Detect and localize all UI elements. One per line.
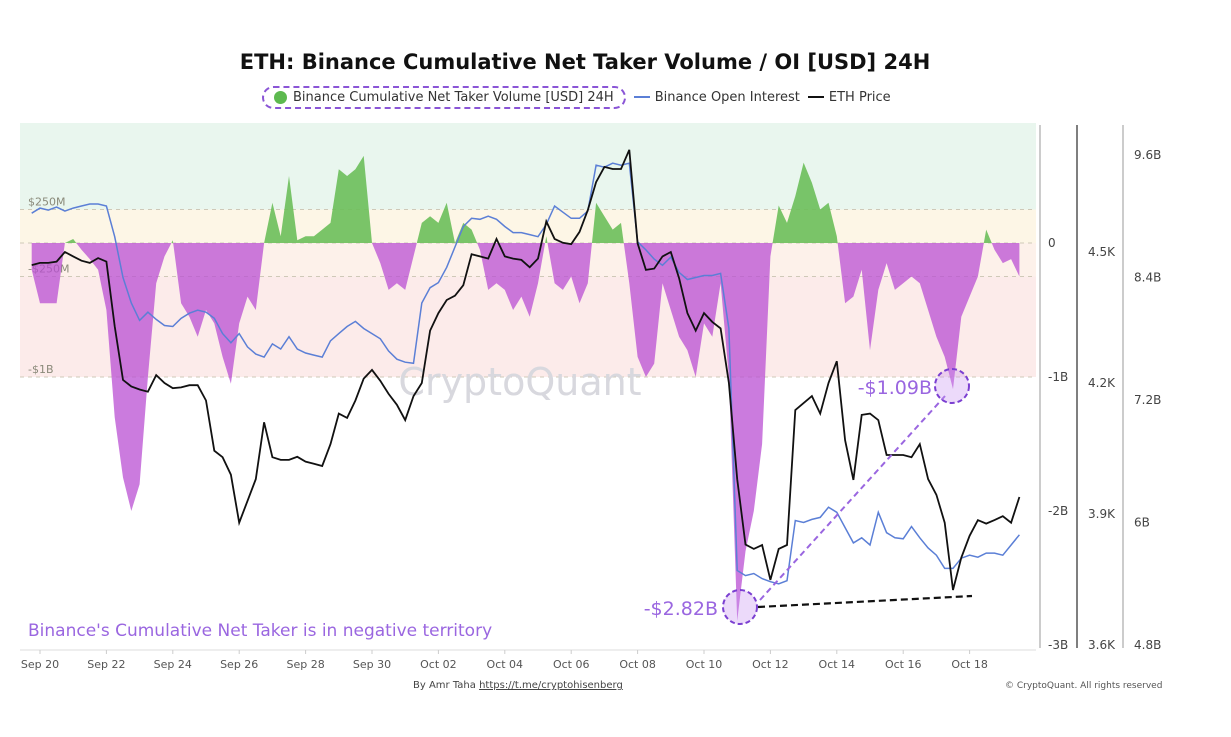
open-interest-line [31, 162, 1020, 585]
band-label: -$1B [28, 363, 54, 376]
legend-item-open-interest[interactable]: Binance Open Interest [633, 89, 800, 105]
recent-low-marker-circle [934, 368, 970, 404]
eth-price-tick-label: 3.6K [1088, 638, 1116, 652]
author-credit: By Amr Taha https://t.me/cryptohisenberg [413, 680, 623, 691]
band-label: $250M [28, 196, 66, 209]
eth-price-tick-label: 4.2K [1088, 376, 1116, 390]
legend-item-net-taker[interactable]: Binance Cumulative Net Taker Volume [USD… [262, 85, 626, 109]
open-interest-tick-label: 4.8B [1134, 638, 1161, 652]
x-tick-label: Sep 28 [286, 658, 324, 671]
x-tick-label: Oct 04 [487, 658, 524, 671]
x-tick-label: Sep 26 [220, 658, 258, 671]
low-label: -$2.82B [644, 598, 718, 620]
legend: Binance Cumulative Net Taker Volume [USD… [262, 84, 891, 110]
support-line-price [757, 594, 973, 609]
net-taker-tick-label: -2B [1048, 504, 1068, 518]
author-name: By Amr Taha [413, 680, 476, 691]
net-taker-negative-area [31, 243, 1020, 621]
x-tick-label: Oct 02 [420, 658, 457, 671]
x-tick-label: Oct 10 [686, 658, 723, 671]
low-marker-circle [722, 589, 758, 625]
x-tick-label: Oct 18 [951, 658, 988, 671]
legend-label: ETH Price [828, 89, 891, 105]
legend-line-icon [633, 96, 650, 98]
eth-price-tick-label: 4.5K [1088, 245, 1116, 259]
x-tick-label: Oct 14 [819, 658, 856, 671]
eth-price-tick-label: 3.9K [1088, 507, 1116, 521]
open-interest-tick-label: 9.6B [1134, 148, 1161, 162]
recent-low-label: -$1.09B [858, 377, 932, 399]
caption: Binance's Cumulative Net Taker is in neg… [28, 621, 492, 641]
legend-dot-icon [274, 90, 287, 104]
x-tick-label: Oct 16 [885, 658, 922, 671]
author-link[interactable]: https://t.me/cryptohisenberg [479, 680, 623, 691]
x-tick-label: Sep 22 [87, 658, 125, 671]
x-tick-label: Sep 24 [154, 658, 192, 671]
open-interest-tick-label: 8.4B [1134, 271, 1161, 285]
x-tick-label: Oct 08 [619, 658, 656, 671]
chart-title: ETH: Binance Cumulative Net Taker Volume… [239, 50, 931, 74]
x-tick-label: Oct 12 [752, 658, 789, 671]
band-region [20, 209, 1036, 243]
open-interest-tick-label: 6B [1134, 516, 1150, 530]
net-taker-tick-label: 0 [1048, 236, 1056, 250]
x-tick-label: Sep 20 [21, 658, 59, 671]
trend-line-higher-lows [759, 395, 946, 601]
net-taker-tick-label: -1B [1048, 370, 1068, 384]
legend-item-eth-price[interactable]: ETH Price [807, 89, 891, 105]
legend-label: Binance Cumulative Net Taker Volume [USD… [293, 89, 614, 105]
open-interest-tick-label: 7.2B [1134, 393, 1161, 407]
x-tick-label: Oct 06 [553, 658, 590, 671]
eth-price-line [31, 149, 1021, 591]
legend-label: Binance Open Interest [654, 89, 800, 105]
watermark: CryptoQuant [398, 360, 641, 404]
x-tick-label: Sep 30 [353, 658, 391, 671]
legend-line-icon [807, 96, 824, 98]
copyright: © CryptoQuant. All rights reserved [1005, 681, 1163, 691]
net-taker-tick-label: -3B [1048, 638, 1068, 652]
band-region [20, 123, 1036, 210]
